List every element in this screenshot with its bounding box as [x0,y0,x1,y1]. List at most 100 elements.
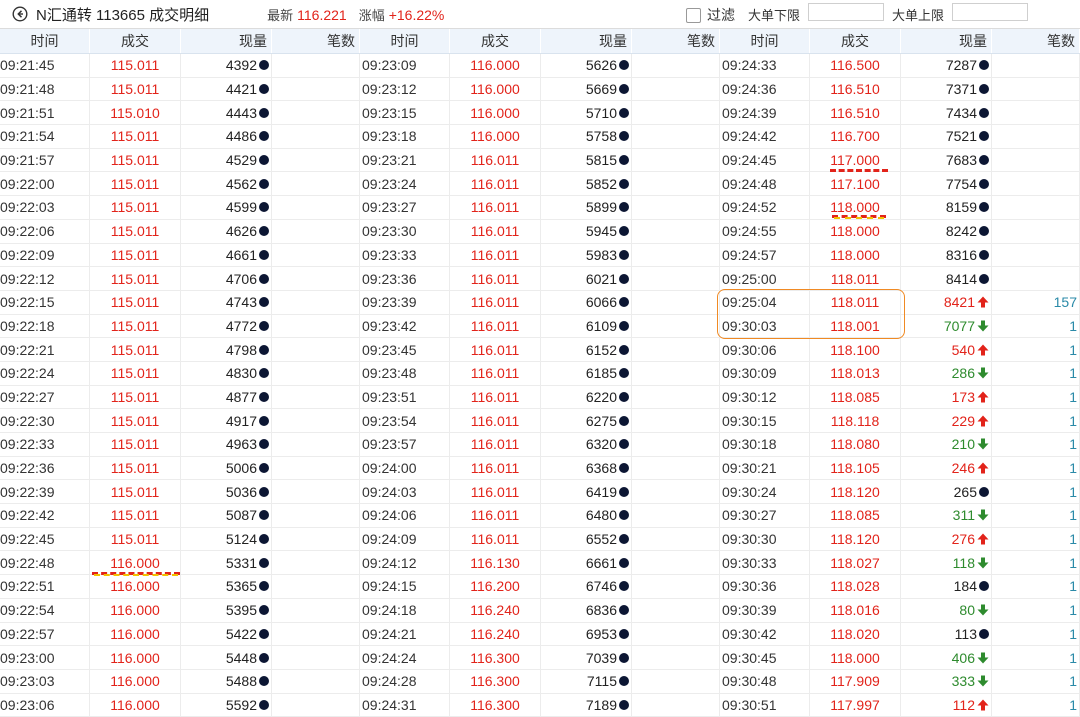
table-row[interactable]: 09:22:15 115.011 4743 [0,290,360,315]
column-header[interactable]: 成交 [450,29,541,53]
table-row[interactable]: 09:22:30 115.011 4917 [0,409,360,433]
table-row[interactable]: 09:24:48 117.100 7754 [720,172,1080,197]
table-row[interactable]: 09:23:48 116.011 6185 [360,361,720,386]
table-row[interactable]: 09:21:48 115.011 4421 [0,77,360,102]
table-row[interactable]: 09:24:39 116.510 7434 [720,101,1080,126]
checkbox-box[interactable] [686,7,701,23]
table-row[interactable]: 09:23:51 116.011 6220 [360,385,720,410]
table-row[interactable]: 09:23:30 116.011 5945 [360,219,720,244]
table-row[interactable]: 09:22:03 115.011 4599 [0,196,360,220]
table-row[interactable]: 09:30:45 118.000 406 1 [720,646,1080,670]
table-row[interactable]: 09:30:48 117.909 333 1 [720,669,1080,694]
table-row[interactable]: 09:25:04 118.011 8421 157 [720,290,1080,315]
table-row[interactable]: 09:22:12 115.011 4706 [0,267,360,291]
table-row[interactable]: 09:22:06 115.011 4626 [0,219,360,244]
table-row[interactable]: 09:22:45 115.011 5124 [0,527,360,552]
column-header[interactable]: 现量 [901,29,992,53]
table-row[interactable]: 09:23:21 116.011 5815 [360,148,720,173]
table-row[interactable]: 09:22:51 116.000 5365 [0,575,360,599]
table-row[interactable]: 09:22:33 115.011 4963 [0,433,360,457]
column-header[interactable]: 现量 [541,29,632,53]
table-row[interactable]: 09:23:03 116.000 5488 [0,669,360,694]
table-row[interactable]: 09:22:42 115.011 5087 [0,504,360,528]
column-header[interactable]: 成交 [90,29,181,53]
column-header[interactable]: 时间 [360,29,450,53]
table-row[interactable]: 09:23:33 116.011 5983 [360,243,720,268]
table-row[interactable]: 09:30:33 118.027 118 1 [720,551,1080,576]
table-row[interactable]: 09:24:09 116.011 6552 [360,527,720,552]
table-row[interactable]: 09:30:12 118.085 173 1 [720,385,1080,410]
table-row[interactable]: 09:24:31 116.300 7189 [360,693,720,717]
table-row[interactable]: 09:30:06 118.100 540 1 [720,338,1080,362]
table-row[interactable]: 09:24:00 116.011 6368 [360,456,720,481]
table-row[interactable]: 09:22:09 115.011 4661 [0,243,360,268]
table-row[interactable]: 09:21:45 115.011 4392 [0,54,360,78]
table-row[interactable]: 09:22:48 116.000 5331 [0,551,360,576]
table-row[interactable]: 09:24:12 116.130 6661 [360,551,720,576]
table-row[interactable]: 09:22:39 115.011 5036 [0,480,360,505]
table-row[interactable]: 09:30:42 118.020 113 1 [720,622,1080,647]
column-header[interactable]: 现量 [181,29,272,53]
table-row[interactable]: 09:24:21 116.240 6953 [360,622,720,647]
table-row[interactable]: 09:22:27 115.011 4877 [0,385,360,410]
table-row[interactable]: 09:23:36 116.011 6021 [360,267,720,291]
table-row[interactable]: 09:22:24 115.011 4830 [0,361,360,386]
table-row[interactable]: 09:24:15 116.200 6746 [360,575,720,599]
table-row[interactable]: 09:21:51 115.010 4443 [0,101,360,126]
table-row[interactable]: 09:30:18 118.080 210 1 [720,433,1080,457]
table-row[interactable]: 09:23:42 116.011 6109 [360,314,720,339]
table-row[interactable]: 09:21:54 115.011 4486 [0,125,360,149]
table-row[interactable]: 09:21:57 115.011 4529 [0,148,360,173]
column-header[interactable]: 笔数 [272,29,360,53]
table-row[interactable]: 09:22:18 115.011 4772 [0,314,360,339]
column-header[interactable]: 笔数 [992,29,1080,53]
table-row[interactable]: 09:30:51 117.997 112 1 [720,693,1080,717]
table-row[interactable]: 09:24:55 118.000 8242 [720,219,1080,244]
table-row[interactable]: 09:30:03 118.001 7077 1 [720,314,1080,339]
table-row[interactable]: 09:30:21 118.105 246 1 [720,456,1080,481]
min-order-input[interactable] [808,3,884,21]
table-row[interactable]: 09:24:28 116.300 7115 [360,669,720,694]
table-row[interactable]: 09:30:27 118.085 311 1 [720,504,1080,528]
table-row[interactable]: 09:23:12 116.000 5669 [360,77,720,102]
table-row[interactable]: 09:24:42 116.700 7521 [720,125,1080,149]
table-row[interactable]: 09:22:21 115.011 4798 [0,338,360,362]
table-row[interactable]: 09:23:45 116.011 6152 [360,338,720,362]
table-row[interactable]: 09:22:00 115.011 4562 [0,172,360,197]
table-row[interactable]: 09:25:00 118.011 8414 [720,267,1080,291]
filter-checkbox[interactable]: 过滤 [686,5,735,25]
table-row[interactable]: 09:24:18 116.240 6836 [360,598,720,623]
table-row[interactable]: 09:30:39 118.016 80 1 [720,598,1080,623]
table-row[interactable]: 09:30:09 118.013 286 1 [720,361,1080,386]
table-row[interactable]: 09:24:33 116.500 7287 [720,54,1080,78]
table-row[interactable]: 09:22:36 115.011 5006 [0,456,360,481]
table-row[interactable]: 09:23:27 116.011 5899 [360,196,720,220]
table-row[interactable]: 09:23:09 116.000 5626 [360,54,720,78]
table-row[interactable]: 09:22:54 116.000 5395 [0,598,360,623]
table-row[interactable]: 09:23:57 116.011 6320 [360,433,720,457]
table-row[interactable]: 09:24:24 116.300 7039 [360,646,720,670]
table-row[interactable]: 09:24:57 118.000 8316 [720,243,1080,268]
table-row[interactable]: 09:24:06 116.011 6480 [360,504,720,528]
max-order-input[interactable] [952,3,1028,21]
column-header[interactable]: 时间 [0,29,90,53]
table-row[interactable]: 09:23:24 116.011 5852 [360,172,720,197]
table-row[interactable]: 09:23:15 116.000 5710 [360,101,720,126]
column-header[interactable]: 成交 [810,29,901,53]
table-row[interactable]: 09:30:36 118.028 184 1 [720,575,1080,599]
table-row[interactable]: 09:24:03 116.011 6419 [360,480,720,505]
table-row[interactable]: 09:23:06 116.000 5592 [0,693,360,717]
table-row[interactable]: 09:23:54 116.011 6275 [360,409,720,433]
table-row[interactable]: 09:24:36 116.510 7371 [720,77,1080,102]
column-header[interactable]: 时间 [720,29,810,53]
back-circle-arrow-icon[interactable] [12,6,28,22]
table-row[interactable]: 09:30:24 118.120 265 1 [720,480,1080,505]
column-header[interactable]: 笔数 [632,29,720,53]
table-row[interactable]: 09:30:30 118.120 276 1 [720,527,1080,552]
table-row[interactable]: 09:30:15 118.118 229 1 [720,409,1080,433]
table-row[interactable]: 09:23:00 116.000 5448 [0,646,360,670]
table-row[interactable]: 09:23:18 116.000 5758 [360,125,720,149]
table-row[interactable]: 09:24:45 117.000 7683 [720,148,1080,173]
table-row[interactable]: 09:22:57 116.000 5422 [0,622,360,647]
table-row[interactable]: 09:23:39 116.011 6066 [360,290,720,315]
